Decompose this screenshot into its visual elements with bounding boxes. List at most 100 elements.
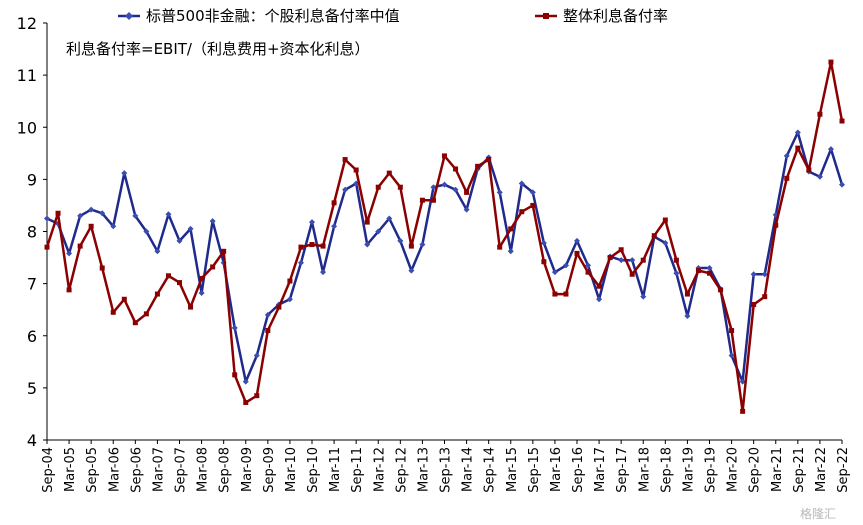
data-point	[143, 228, 150, 235]
legend-label-overall: 整体利息备付率	[563, 7, 668, 25]
series-line-0	[46, 131, 844, 383]
data-point	[463, 206, 470, 213]
data-point	[331, 200, 337, 206]
data-point	[309, 219, 315, 226]
data-point	[817, 111, 823, 117]
x-tick-label: Mar-16	[549, 447, 564, 492]
data-point	[176, 237, 183, 244]
legend: 标普500非金融：个股利息备付率中值 整体利息备付率	[118, 7, 668, 25]
data-point	[430, 184, 437, 191]
data-point	[199, 275, 205, 281]
x-tick-label: Mar-20	[726, 447, 741, 492]
y-tick-label: 4	[27, 431, 37, 450]
data-point	[629, 257, 636, 264]
data-point	[253, 352, 260, 359]
data-point	[265, 328, 271, 334]
x-tick-label: Mar-05	[63, 447, 78, 492]
data-point	[596, 296, 603, 303]
data-point	[154, 248, 161, 255]
y-tick-label: 9	[27, 170, 37, 189]
series-1	[44, 59, 845, 414]
data-point	[342, 157, 348, 163]
data-point	[165, 273, 171, 279]
data-point	[121, 296, 127, 302]
y-tick-label: 10	[17, 118, 37, 137]
x-tick-label: Mar-14	[461, 447, 476, 492]
y-ticks: 4 5 6 7 8 9 10 11 12	[17, 14, 47, 450]
data-point	[264, 311, 271, 318]
data-point	[496, 189, 503, 196]
data-point	[751, 301, 757, 307]
data-point	[110, 223, 117, 230]
data-point	[794, 129, 801, 136]
data-point	[221, 248, 227, 254]
data-point	[442, 153, 447, 159]
data-point	[519, 209, 525, 215]
x-tick-label: Mar-12	[372, 447, 387, 492]
data-point	[242, 378, 249, 385]
data-point	[441, 181, 448, 188]
y-tick-label: 12	[17, 14, 37, 33]
data-point	[364, 241, 371, 248]
data-point	[209, 218, 216, 225]
data-point	[707, 270, 712, 276]
x-axis: Sep-04 Mar-05 Sep-05 Mar-06 Sep-06 Mar-07 Sep-…	[41, 439, 851, 493]
data-point	[540, 239, 547, 246]
data-point	[486, 157, 492, 163]
data-point	[154, 291, 160, 297]
watermark: 格隆汇	[800, 506, 836, 521]
data-point	[453, 166, 459, 172]
x-tick-label: Mar-07	[151, 447, 166, 492]
data-point	[562, 262, 569, 269]
data-point	[651, 233, 657, 239]
data-point	[529, 189, 536, 196]
chart-annotation: 利息备付率=EBIT/（利息费用+资本化利息）	[66, 40, 370, 58]
data-point	[231, 324, 238, 331]
data-point	[761, 271, 768, 278]
data-point	[143, 311, 149, 317]
data-point	[585, 269, 591, 275]
data-point	[132, 212, 139, 219]
x-tick-label: Sep-10	[306, 447, 321, 493]
x-tick-label: Sep-15	[527, 447, 542, 493]
data-point	[364, 219, 370, 225]
data-point	[187, 225, 194, 232]
data-point	[276, 304, 282, 310]
data-point	[563, 291, 569, 297]
x-tick-label: Mar-13	[416, 447, 431, 492]
data-point	[750, 271, 757, 278]
data-point	[132, 320, 138, 326]
data-point	[408, 267, 415, 274]
x-tick-label: Sep-07	[174, 447, 189, 493]
x-tick-label: Mar-22	[814, 447, 829, 492]
x-tick-label: Sep-06	[129, 447, 144, 493]
data-point	[55, 210, 61, 216]
series-line-1	[45, 60, 844, 413]
data-point	[452, 186, 459, 193]
data-point	[44, 215, 50, 222]
data-point	[419, 241, 426, 248]
data-point	[77, 243, 83, 249]
data-point	[718, 287, 724, 293]
data-point	[198, 290, 205, 297]
x-tick-label: Sep-05	[85, 447, 100, 493]
legend-item-overall: 整体利息备付率	[535, 7, 668, 25]
data-point	[286, 296, 293, 303]
data-point	[640, 257, 646, 263]
data-point	[77, 212, 84, 219]
y-tick-label: 7	[27, 275, 37, 294]
data-point	[552, 291, 558, 297]
data-point	[66, 287, 72, 293]
data-point	[795, 145, 801, 151]
x-tick-label: Sep-22	[836, 447, 851, 493]
x-tick-label: Mar-19	[681, 447, 696, 492]
data-point	[99, 210, 106, 217]
data-point	[673, 257, 679, 263]
data-point	[309, 242, 315, 248]
data-point	[640, 293, 647, 300]
data-point	[464, 189, 470, 195]
data-point	[828, 59, 834, 65]
data-point	[210, 264, 216, 270]
x-tick-label: Mar-11	[328, 447, 343, 492]
x-tick-label: Sep-18	[659, 447, 674, 493]
